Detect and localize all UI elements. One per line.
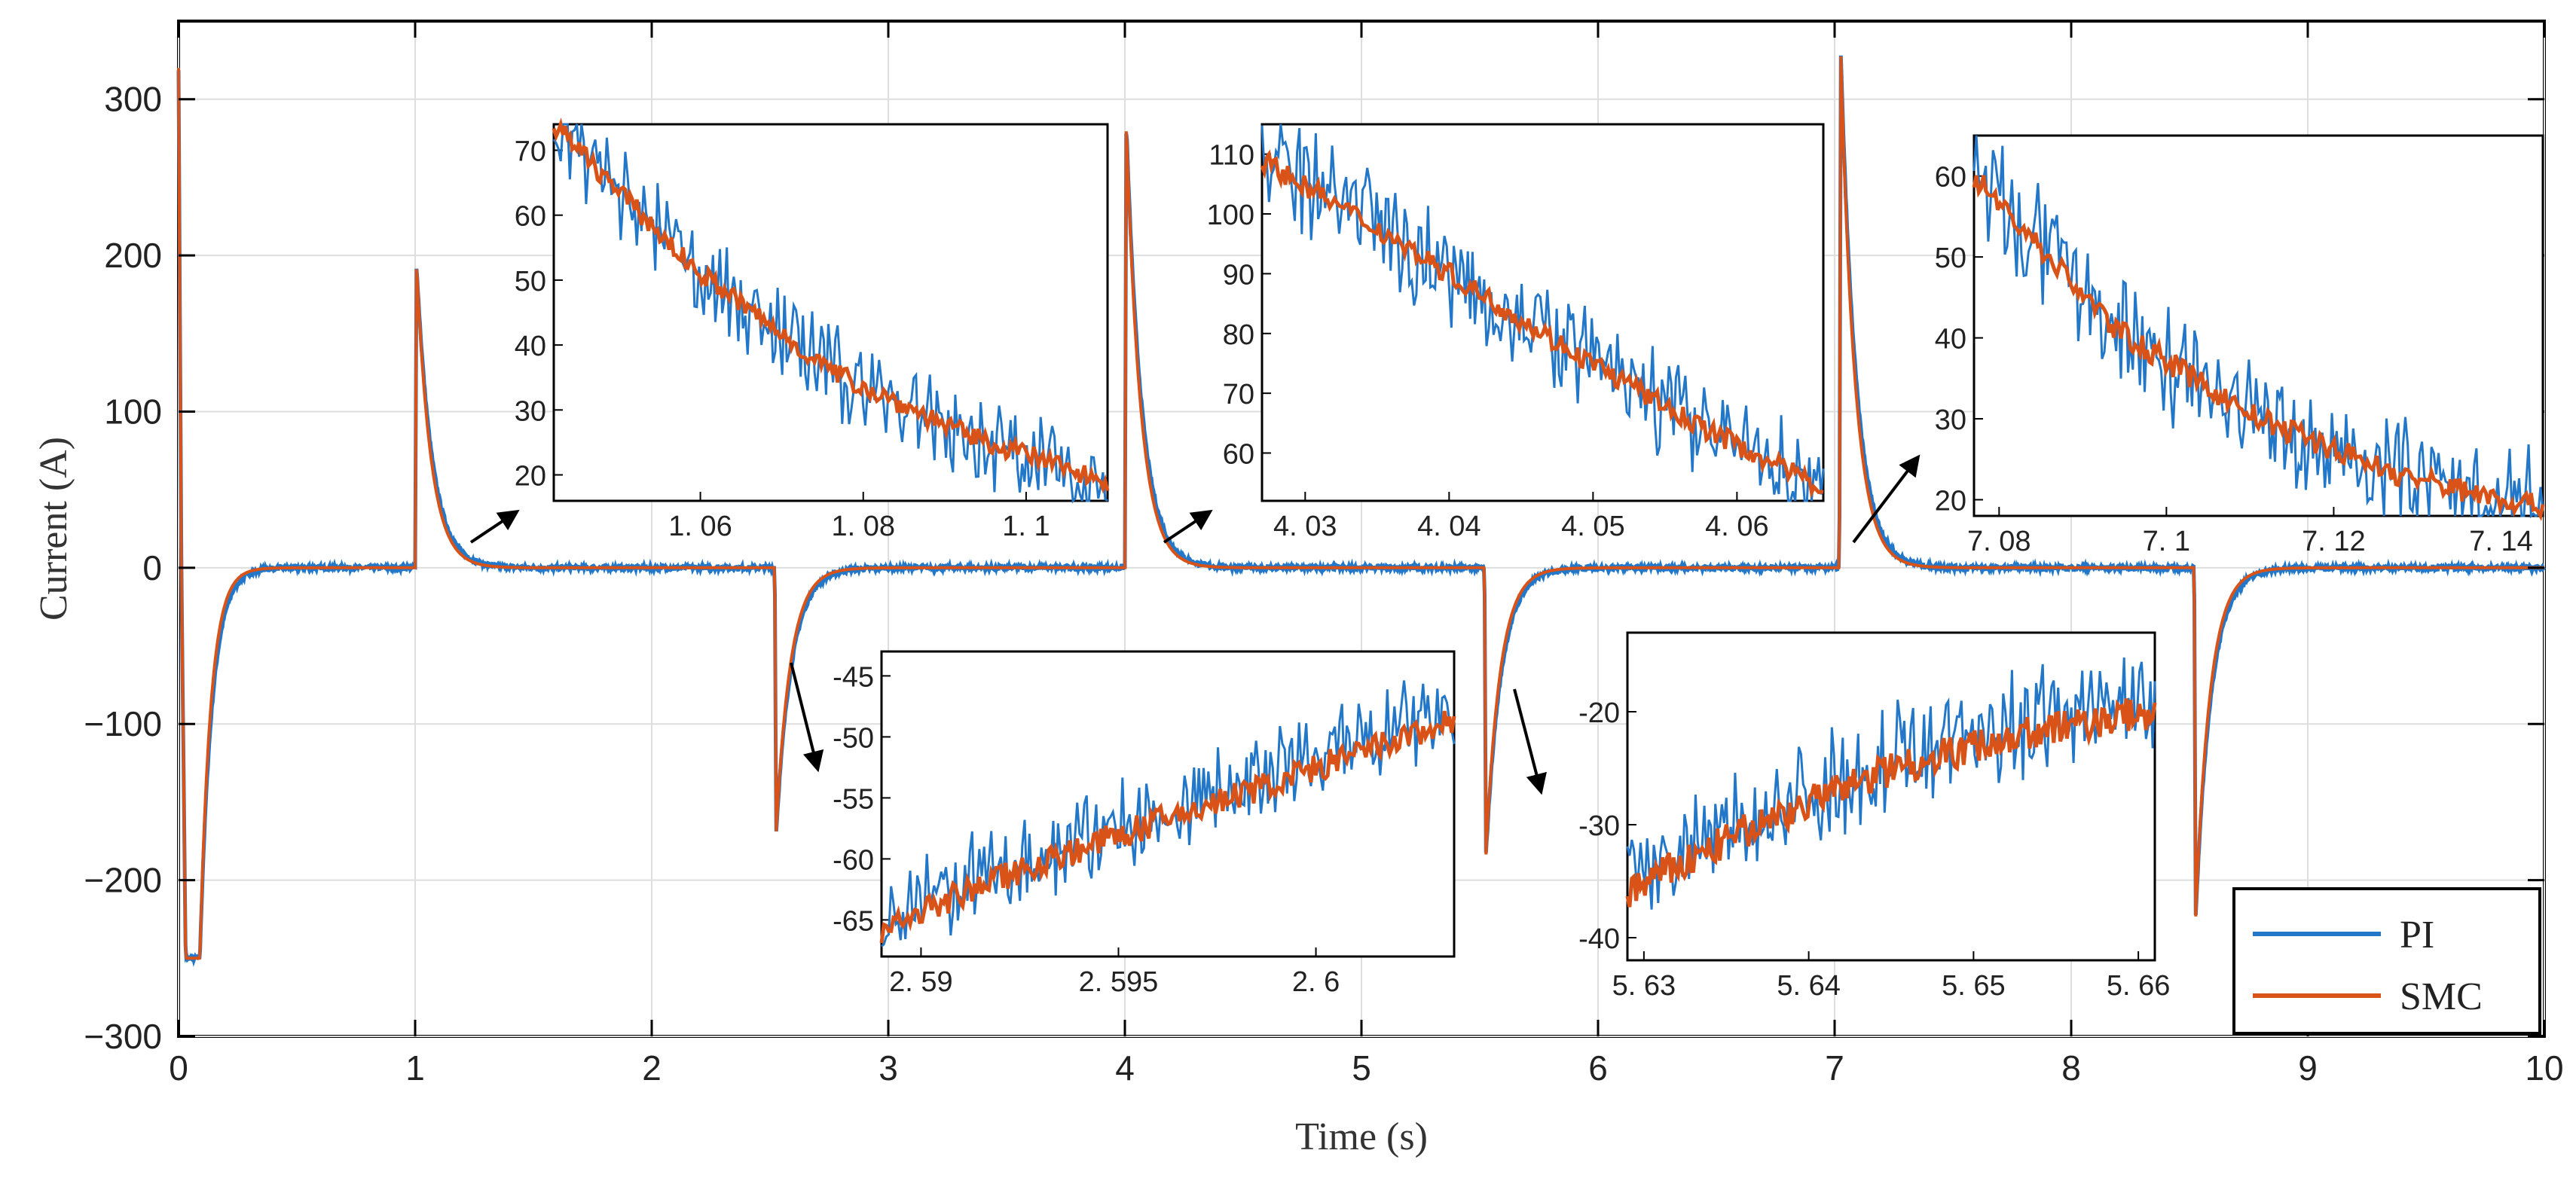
inset-y-tick-label: 20 — [515, 461, 546, 493]
inset-y-tick-label: -20 — [1578, 697, 1620, 729]
inset-y-tick-label: 40 — [1935, 324, 1966, 355]
inset-y-tick-label: 100 — [1207, 200, 1254, 231]
inset-x-tick-label: 7. 14 — [2469, 526, 2533, 557]
inset-x-tick-label: 1. 08 — [831, 511, 895, 542]
y-tick-label: −200 — [84, 861, 162, 900]
legend: PI SMC — [2232, 887, 2541, 1035]
inset-y-tick-label: 30 — [515, 395, 546, 427]
inset-y-tick-label: -55 — [833, 783, 874, 815]
inset-series-smc — [1625, 698, 2157, 908]
y-tick-label: 300 — [104, 80, 162, 119]
inset-x-tick-label: 7. 08 — [1967, 526, 2031, 557]
inset-y-tick-label: 60 — [1935, 162, 1966, 194]
zoom-arrow — [1513, 688, 1547, 795]
x-tick-label: 2 — [642, 1048, 662, 1088]
inset-x-tick-label: 5. 65 — [1942, 970, 2006, 1002]
inset-x-tick-label: 4. 05 — [1561, 511, 1625, 542]
y-tick-label: −300 — [84, 1017, 162, 1056]
x-tick-label: 0 — [169, 1048, 188, 1088]
inset-y-tick-label: 80 — [1223, 319, 1254, 351]
zoom-arrow — [1163, 509, 1213, 544]
inset-series-pi — [552, 123, 1108, 504]
x-tick-label: 4 — [1115, 1048, 1135, 1088]
legend-label-smc: SMC — [2400, 975, 2483, 1018]
inset-frame — [880, 650, 1456, 958]
inset-x-tick-label: 5. 63 — [1612, 970, 1676, 1002]
inset-y-tick-label: -30 — [1578, 810, 1620, 842]
inset-series-smc — [879, 710, 1456, 944]
inset-y-tick-label: -60 — [833, 844, 874, 876]
inset-x-tick-label: 4. 03 — [1273, 511, 1337, 542]
zoom-arrow — [1852, 454, 1921, 544]
x-axis-label: Time (s) — [1295, 1115, 1428, 1158]
main-series — [176, 55, 2546, 967]
x-axis-ticks: 0 1 2 3 4 5 6 7 8 9 10 — [169, 21, 2564, 1088]
inset-5: -20 -30 -40 5. 63 5. 64 5. 65 5. 66 — [1578, 631, 2171, 1002]
inset-y-tick-label: 40 — [515, 331, 546, 362]
y-tick-label: 100 — [104, 392, 162, 431]
y-tick-label: 200 — [104, 236, 162, 275]
inset-3: 60 50 40 30 207. 08 7. 1 7. 12 7. 14 — [1935, 134, 2545, 557]
zoom-arrow — [469, 509, 520, 544]
series-smc — [177, 56, 2544, 960]
x-tick-label: 7 — [1825, 1048, 1844, 1088]
inset-x-tick-label: 7. 12 — [2302, 526, 2366, 557]
legend-box — [2232, 887, 2541, 1035]
y-tick-label: −100 — [84, 704, 162, 743]
inset-series-smc — [552, 117, 1110, 494]
x-tick-label: 6 — [1588, 1048, 1608, 1088]
inset-x-tick-label: 4. 04 — [1417, 511, 1481, 542]
legend-label-pi: PI — [2400, 914, 2434, 957]
inset-y-tick-label: 50 — [515, 266, 546, 297]
inset-2: 110 100 90 80 70 60 4. 03 4. 04 4. 05 4. 06 — [1207, 123, 1825, 542]
inset-x-tick-label: 2. 59 — [889, 966, 953, 998]
x-tick-label: 3 — [879, 1048, 898, 1088]
inset-y-tick-label: 60 — [1223, 439, 1254, 471]
x-tick-label: 1 — [405, 1048, 425, 1088]
y-axis-ticks: 300 200 100 0 −100 −200 −300 — [84, 80, 2544, 1056]
inset-x-tick-label: 5. 66 — [2107, 970, 2171, 1002]
inset-y-tick-label: 70 — [1223, 379, 1254, 410]
zoom-arrows — [469, 454, 1921, 795]
zoom-arrow — [790, 662, 824, 773]
inset-frame — [1626, 631, 2156, 962]
inset-x-tick-label: 1. 1 — [1002, 511, 1050, 542]
insets: 70 60 50 40 30 20 1. 06 1. 08 1. 1 110 100 90 80 70 60… — [515, 117, 2545, 1002]
inset-x-tick-label: 2. 595 — [1079, 966, 1159, 998]
x-tick-label: 9 — [2298, 1048, 2318, 1088]
x-tick-label: 5 — [1352, 1048, 1371, 1088]
inset-y-tick-label: 60 — [515, 201, 546, 233]
inset-y-tick-label: -40 — [1578, 923, 1620, 955]
inset-1: 70 60 50 40 30 20 1. 06 1. 08 1. 1 — [515, 117, 1110, 542]
inset-series-pi — [1260, 124, 1825, 502]
inset-y-tick-label: 110 — [1209, 140, 1254, 172]
x-tick-label: 8 — [2061, 1048, 2081, 1088]
inset-y-tick-label: -50 — [833, 722, 874, 754]
inset-y-tick-label: 20 — [1935, 486, 1966, 517]
inset-series-smc — [1260, 149, 1824, 499]
inset-frame — [1972, 134, 2544, 517]
inset-x-tick-label: 1. 06 — [668, 511, 732, 542]
inset-y-tick-label: 70 — [515, 136, 546, 167]
inset-x-tick-label: 4. 06 — [1705, 511, 1769, 542]
inset-x-tick-label: 5. 64 — [1777, 970, 1841, 1002]
inset-y-tick-label: 50 — [1935, 243, 1966, 274]
inset-x-tick-label: 2. 6 — [1292, 966, 1340, 998]
y-tick-label: 0 — [142, 548, 162, 587]
inset-y-tick-label: -45 — [833, 661, 874, 693]
x-tick-label: 10 — [2525, 1048, 2563, 1088]
inset-y-tick-label: -65 — [833, 905, 874, 937]
inset-x-tick-label: 7. 1 — [2143, 526, 2190, 557]
inset-y-tick-label: 30 — [1935, 404, 1966, 436]
inset-y-tick-label: 90 — [1223, 259, 1254, 291]
inset-4: -45 -50 -55 -60 -65 2. 59 2. 595 2. 6 — [833, 650, 1456, 998]
y-axis-label: Current (A) — [32, 437, 75, 621]
inset-series-smc — [1972, 175, 2545, 521]
